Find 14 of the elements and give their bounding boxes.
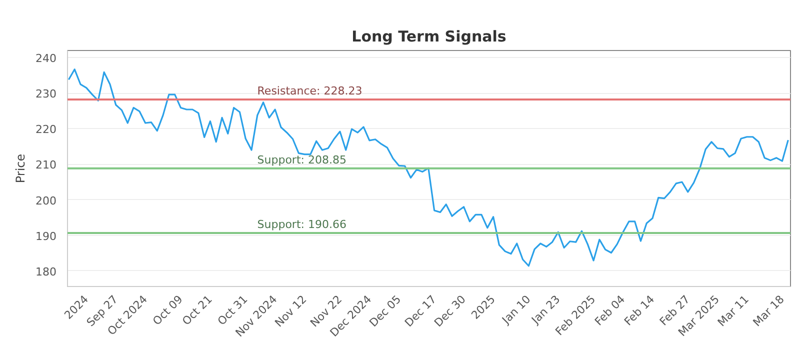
chart-title: Long Term Signals — [352, 28, 506, 46]
ref-line-label: Resistance: 228.23 — [257, 84, 362, 98]
y-tick-label: 190 — [36, 230, 57, 243]
line-series — [68, 68, 789, 267]
ref-line-label: Support: 208.85 — [257, 153, 346, 166]
x-tick-label: Mar 18 — [750, 292, 787, 330]
ref-line-label: Support: 190.66 — [257, 218, 346, 231]
y-tick-label: 210 — [36, 158, 57, 172]
y-tick-label: 240 — [36, 52, 57, 66]
y-tick-label: 220 — [36, 123, 57, 136]
y-tick-label: 230 — [36, 88, 57, 101]
y-tick-label: 200 — [36, 194, 57, 208]
y-axis-title: Price — [14, 154, 28, 184]
y-tick-label: 180 — [36, 265, 57, 278]
